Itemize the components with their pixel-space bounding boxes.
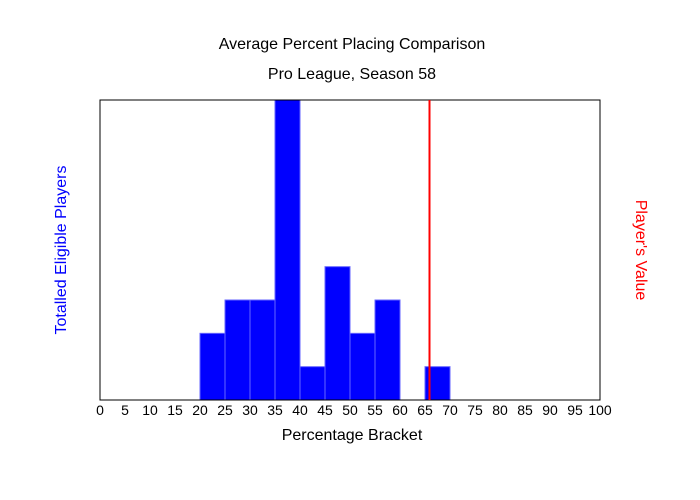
chart-title: Average Percent Placing Comparison bbox=[219, 36, 486, 53]
x-tick-label: 15 bbox=[167, 402, 183, 418]
bar-40 bbox=[299, 366, 326, 401]
x-tick-label: 25 bbox=[217, 402, 233, 418]
x-tick-label: 50 bbox=[342, 402, 358, 418]
bar-20 bbox=[199, 332, 226, 401]
x-tick-label: 100 bbox=[588, 402, 612, 418]
bar-30 bbox=[249, 299, 276, 401]
x-tick-label: 75 bbox=[467, 402, 483, 418]
x-tick-label: 60 bbox=[392, 402, 408, 418]
bar-35 bbox=[274, 99, 301, 401]
chart-subtitle: Pro League, Season 58 bbox=[268, 66, 436, 83]
x-tick-label: 85 bbox=[517, 402, 533, 418]
y-axis-label: Totalled Eligible Players bbox=[53, 166, 70, 335]
x-tick-label: 80 bbox=[492, 402, 508, 418]
x-tick-label: 10 bbox=[142, 402, 158, 418]
x-tick-label: 35 bbox=[267, 402, 283, 418]
x-tick-label: 95 bbox=[567, 402, 583, 418]
bar-25 bbox=[224, 299, 251, 401]
x-tick-label: 30 bbox=[242, 402, 258, 418]
bar-50 bbox=[349, 332, 376, 401]
bar-45 bbox=[324, 266, 351, 401]
y2-axis-label: Player's Value bbox=[632, 200, 649, 301]
x-tick-label: 0 bbox=[96, 402, 104, 418]
x-tick-label: 70 bbox=[442, 402, 458, 418]
x-tick-label: 65 bbox=[417, 402, 433, 418]
x-tick-label: 90 bbox=[542, 402, 558, 418]
x-tick-label: 5 bbox=[121, 402, 129, 418]
bar-55 bbox=[374, 299, 401, 401]
x-tick-label: 45 bbox=[317, 402, 333, 418]
x-tick-label: 55 bbox=[367, 402, 383, 418]
x-tick-label: 40 bbox=[292, 402, 308, 418]
plot-frame bbox=[99, 99, 601, 401]
x-tick-label: 20 bbox=[192, 402, 208, 418]
x-axis-label: Percentage Bracket bbox=[282, 427, 423, 444]
